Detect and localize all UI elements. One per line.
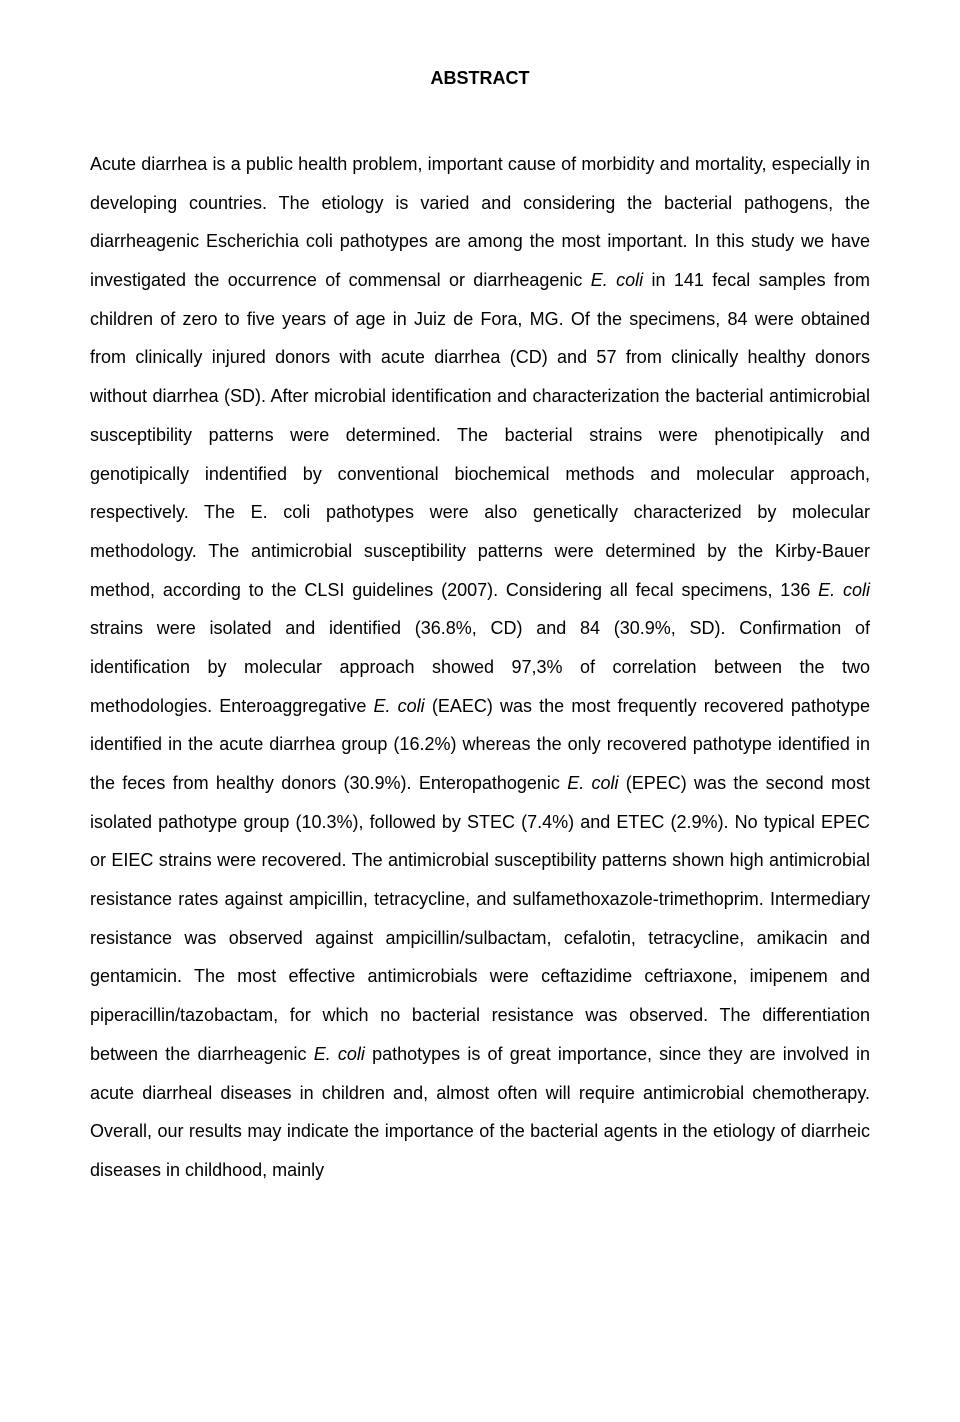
italic-text: E. coli — [374, 696, 425, 716]
abstract-title: ABSTRACT — [90, 68, 870, 89]
italic-text: E. coli — [567, 773, 618, 793]
text-segment: pathotypes is of great importance, since… — [90, 1044, 870, 1180]
italic-text: E. coli — [818, 580, 870, 600]
text-segment: in 141 fecal samples from children of ze… — [90, 270, 870, 600]
abstract-body: Acute diarrhea is a public health proble… — [90, 145, 870, 1190]
text-segment: (EPEC) was the second most isolated path… — [90, 773, 870, 1064]
italic-text: E. coli — [314, 1044, 365, 1064]
italic-text: E. coli — [591, 270, 643, 290]
